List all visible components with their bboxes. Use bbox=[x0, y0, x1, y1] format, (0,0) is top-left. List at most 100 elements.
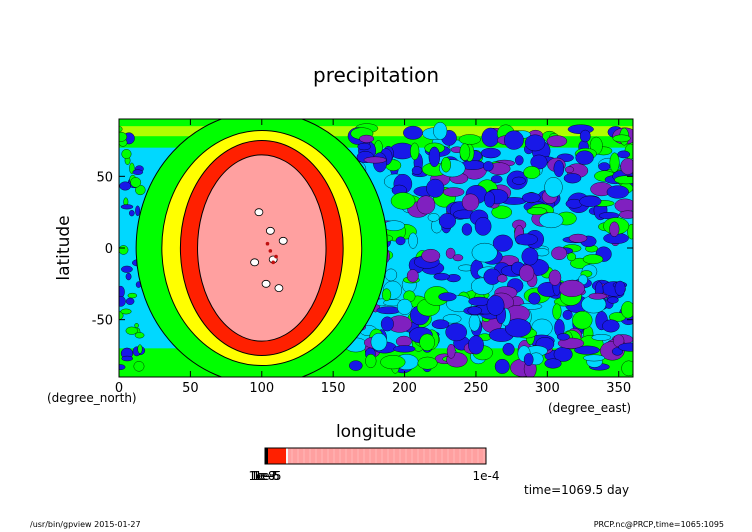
noise-blob bbox=[562, 309, 573, 320]
edge-blob bbox=[133, 361, 145, 372]
noise-blob bbox=[494, 358, 510, 374]
edge-blob bbox=[121, 355, 133, 362]
x-axis: 0 50 100 150 200 250 300 350 bbox=[115, 119, 631, 396]
noise-blob bbox=[428, 146, 441, 168]
edge-blob bbox=[127, 292, 138, 299]
noise-blob bbox=[480, 147, 501, 159]
noise-blob bbox=[544, 177, 563, 198]
edge-blob bbox=[135, 205, 141, 217]
noise-blob bbox=[483, 161, 494, 172]
noise-blob bbox=[522, 192, 541, 203]
y-tick-label: -50 bbox=[92, 314, 113, 329]
precip-rings bbox=[135, 119, 388, 377]
x-tick-label: 100 bbox=[249, 381, 274, 396]
noise-blob bbox=[443, 187, 465, 197]
noise-blob bbox=[381, 288, 392, 302]
noise-blob bbox=[614, 280, 626, 296]
edge-blob bbox=[119, 364, 126, 370]
noise-blob bbox=[461, 223, 473, 236]
noise-blob bbox=[384, 268, 398, 282]
noise-blob bbox=[619, 210, 633, 219]
edge-blob bbox=[119, 131, 128, 142]
noise-blob bbox=[406, 269, 419, 283]
edge-blob bbox=[121, 265, 133, 273]
noise-blob bbox=[566, 252, 577, 262]
noise-blob bbox=[417, 356, 438, 370]
noise-blob bbox=[617, 150, 631, 159]
white-patch bbox=[265, 226, 275, 235]
white-patch bbox=[278, 236, 288, 245]
noise-blob bbox=[486, 295, 505, 316]
colorbar-min-label: 1e-5 bbox=[255, 469, 282, 483]
noise-blob bbox=[421, 248, 441, 263]
red-speck bbox=[274, 254, 278, 259]
edge-blob bbox=[132, 169, 144, 175]
noise-blob bbox=[582, 254, 604, 265]
colorbar-min-labels: 1e-81e-71e-61e-5 bbox=[249, 469, 282, 483]
noise-blob bbox=[397, 298, 413, 315]
noise-blob bbox=[575, 150, 594, 165]
noise-blob bbox=[620, 158, 633, 175]
edge-blob bbox=[134, 332, 145, 339]
noise-blob bbox=[438, 292, 457, 302]
noise-blob bbox=[614, 198, 633, 213]
x-tick-label: 50 bbox=[182, 381, 199, 396]
x-unit-label: (degree_east) bbox=[548, 401, 631, 415]
noise-blob bbox=[567, 124, 594, 135]
noise-blob bbox=[380, 355, 406, 370]
footer-right: PRCP.nc@PRCP,time=1065:1095 bbox=[594, 520, 724, 529]
noise-blob bbox=[552, 303, 562, 320]
time-annotation: time=1069.5 day bbox=[524, 483, 629, 497]
noise-blob bbox=[551, 246, 568, 261]
noise-blob bbox=[621, 360, 633, 377]
noise-blob bbox=[557, 337, 585, 349]
noise-blob bbox=[380, 316, 394, 332]
noise-blob bbox=[609, 152, 620, 173]
noise-blob bbox=[519, 264, 535, 282]
noise-blob bbox=[393, 345, 416, 353]
noise-blob bbox=[467, 306, 483, 315]
noise-blob bbox=[515, 233, 538, 246]
noise-blob bbox=[484, 191, 495, 208]
noise-blob bbox=[491, 205, 512, 219]
edge-blob bbox=[121, 149, 132, 159]
noise-blob bbox=[411, 166, 423, 175]
noise-blob bbox=[497, 274, 508, 283]
edge-blob bbox=[120, 308, 132, 315]
edge-blob bbox=[135, 184, 146, 196]
noise-blob bbox=[523, 353, 534, 366]
noise-blob bbox=[426, 178, 445, 198]
noise-blob bbox=[515, 155, 524, 166]
y-unit-label: (degree_north) bbox=[47, 391, 137, 405]
edge-blob bbox=[119, 285, 125, 298]
colorbar-gridlines bbox=[291, 449, 485, 463]
noise-blob bbox=[556, 333, 570, 341]
noise-blob bbox=[558, 279, 585, 297]
noise-blob bbox=[461, 193, 480, 212]
chart-title: precipitation bbox=[313, 63, 439, 87]
noise-blob bbox=[416, 195, 436, 215]
band-north-edge bbox=[119, 126, 633, 137]
noise-blob bbox=[468, 335, 484, 355]
noise-blob bbox=[546, 135, 568, 147]
noise-blob bbox=[403, 125, 423, 140]
noise-blob bbox=[544, 358, 562, 369]
noise-blob bbox=[490, 175, 503, 184]
white-patch bbox=[254, 208, 264, 217]
noise-blob bbox=[598, 162, 611, 171]
noise-blob bbox=[395, 236, 406, 246]
noise-blob bbox=[468, 313, 481, 332]
x-tick-label: 350 bbox=[606, 381, 631, 396]
noise-blob bbox=[512, 176, 526, 185]
noise-blob bbox=[445, 247, 456, 259]
y-axis-label: latitude bbox=[54, 215, 74, 280]
white-patch bbox=[261, 279, 271, 288]
noise-blob bbox=[614, 175, 633, 185]
noise-blob bbox=[588, 292, 607, 300]
noise-blob bbox=[606, 185, 629, 199]
noise-blob bbox=[349, 360, 363, 371]
edge-blob bbox=[119, 126, 123, 132]
noise-blob bbox=[445, 323, 467, 342]
noise-blob bbox=[568, 233, 588, 243]
